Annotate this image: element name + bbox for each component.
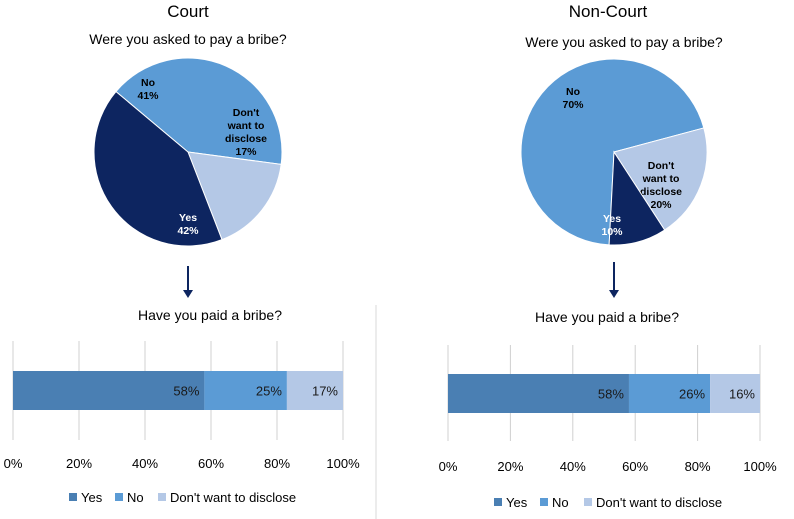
bar-label-dont: 17% xyxy=(312,384,338,399)
bar-segment-no xyxy=(204,371,287,410)
bar-label-dont: 16% xyxy=(729,387,755,402)
legend-swatch-yes xyxy=(69,493,77,501)
legend-label-dont: Don't want to disclose xyxy=(596,495,722,510)
pie-slice-yes xyxy=(93,90,223,247)
pie-label-dont: Don't want to disclose 17% xyxy=(225,107,267,158)
court-legend: Yes No Don't want to disclose xyxy=(69,490,296,505)
legend-label-dont: Don't want to disclose xyxy=(170,490,296,505)
bar-label-no: 26% xyxy=(679,387,705,402)
pie-label-yes: Yes 10% xyxy=(601,213,623,238)
noncourt-arrow xyxy=(609,262,619,298)
bar-label-no: 25% xyxy=(256,384,282,399)
legend-label-no: No xyxy=(127,490,144,505)
x-tick-label: 20% xyxy=(497,459,523,474)
x-tick-label: 80% xyxy=(685,459,711,474)
noncourt-bar-chart: 0% 20% 40% 60% 80% 100% 58% 26% 16% xyxy=(439,345,777,474)
pie-slice-dont xyxy=(613,127,708,231)
legend-label-yes: Yes xyxy=(81,490,103,505)
pie-slice-dont xyxy=(187,151,282,241)
x-tick-label: 40% xyxy=(560,459,586,474)
x-tick-label: 60% xyxy=(198,456,224,471)
court-arrow xyxy=(183,266,193,298)
court-bar-chart: 0% 20% 40% 60% 80% 100% 58% 25% 17% xyxy=(4,341,360,471)
legend-label-yes: Yes xyxy=(506,495,528,510)
legend-swatch-no xyxy=(540,498,548,506)
legend-swatch-no xyxy=(115,493,123,501)
legend-swatch-dont xyxy=(584,498,592,506)
bar-segment-yes xyxy=(13,371,205,410)
x-tick-label: 0% xyxy=(439,459,458,474)
court-title: Court xyxy=(167,2,209,21)
x-tick-label: 100% xyxy=(743,459,777,474)
x-tick-label: 60% xyxy=(622,459,648,474)
bar-label-yes: 58% xyxy=(598,387,624,402)
court-pie: No 41% Don't want to disclose 17% Yes 42% xyxy=(93,57,283,247)
pie-label-no: No 41% xyxy=(137,77,159,102)
legend-swatch-yes xyxy=(494,498,502,506)
pie-slice-no xyxy=(115,57,283,165)
pie-label-no: No 70% xyxy=(562,86,584,111)
noncourt-title: Non-Court xyxy=(569,2,648,21)
bar-segment-no xyxy=(628,374,711,413)
pie-slice-no xyxy=(520,58,705,246)
legend-swatch-dont xyxy=(158,493,166,501)
court-panel: Court Were you asked to pay a bribe? No 4… xyxy=(4,2,360,505)
noncourt-legend: Yes No Don't want to disclose xyxy=(494,495,722,510)
noncourt-panel: Non-Court Were you asked to pay a bribe?… xyxy=(439,2,777,510)
pie-label-yes: Yes 42% xyxy=(177,212,199,237)
bar-segment-yes xyxy=(448,374,629,413)
court-pie-question: Were you asked to pay a bribe? xyxy=(89,31,287,47)
noncourt-pie-question: Were you asked to pay a bribe? xyxy=(525,34,723,50)
x-tick-label: 100% xyxy=(326,456,360,471)
noncourt-pie: No 70% Don't want to disclose 20% Yes 10% xyxy=(520,58,708,246)
pie-label-dont: Don't want to disclose 20% xyxy=(640,160,682,211)
x-tick-label: 0% xyxy=(4,456,23,471)
pie-slice-yes xyxy=(608,150,666,246)
x-tick-label: 40% xyxy=(132,456,158,471)
bar-segment-dont xyxy=(286,371,343,410)
x-tick-label: 80% xyxy=(264,456,290,471)
bar-label-yes: 58% xyxy=(173,384,199,399)
legend-label-no: No xyxy=(552,495,569,510)
noncourt-bar-question: Have you paid a bribe? xyxy=(535,309,679,325)
x-tick-label: 20% xyxy=(66,456,92,471)
bar-segment-dont xyxy=(710,374,760,413)
court-bar-question: Have you paid a bribe? xyxy=(138,307,282,323)
